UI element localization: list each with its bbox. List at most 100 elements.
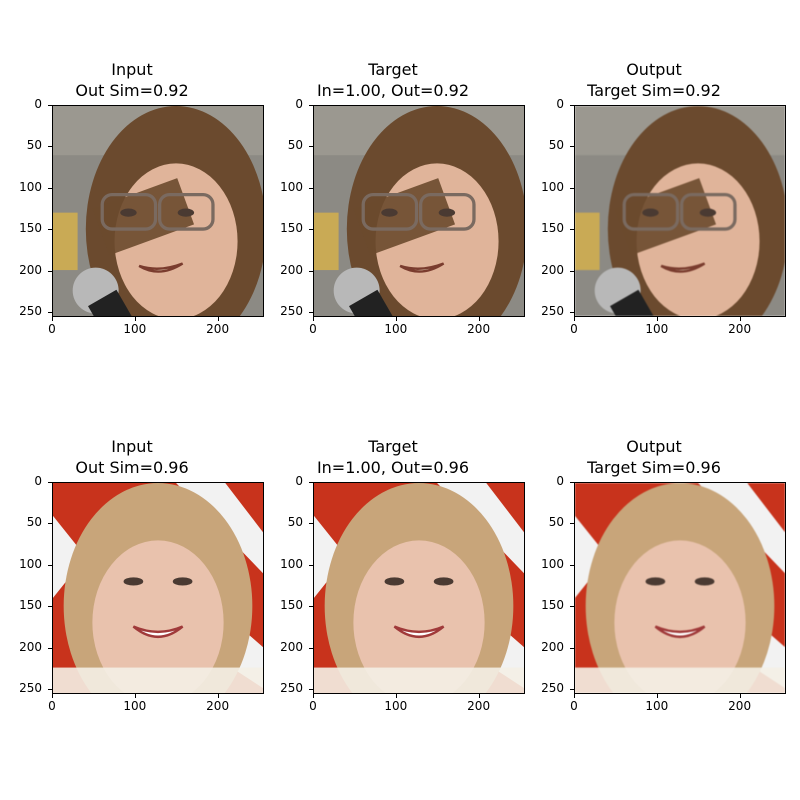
x-tick-label: 200 — [206, 699, 230, 713]
y-tick-label: 200 — [19, 639, 42, 654]
y-tick-mark — [570, 187, 574, 189]
panel-title: Input — [111, 60, 153, 79]
y-tick-label: 50 — [548, 515, 564, 530]
y-tick-mark — [570, 270, 574, 272]
x-tick-label: 0 — [309, 699, 317, 713]
face-image — [575, 483, 785, 693]
x-tick-mark — [478, 317, 480, 321]
x-tick-label: 100 — [384, 322, 408, 336]
x-tick-mark — [217, 317, 219, 321]
y-tick-mark — [309, 523, 313, 525]
y-tick-label: 150 — [541, 221, 564, 236]
y-tick-label: 50 — [287, 515, 303, 530]
y-tick-label: 0 — [556, 474, 564, 488]
y-tick-label: 0 — [556, 97, 564, 111]
x-tick-mark — [52, 694, 53, 698]
y-tick-label: 250 — [19, 304, 42, 319]
panel-title: Output — [626, 437, 682, 456]
y-tick-mark — [309, 647, 313, 649]
y-tick-mark — [309, 564, 313, 566]
y-tick-mark — [48, 146, 52, 148]
y-tick-label: 50 — [26, 515, 42, 530]
y-tick-label: 50 — [548, 138, 564, 153]
y-tick-mark — [48, 482, 52, 483]
y-tick-label: 100 — [280, 179, 303, 194]
y-tick-mark — [309, 606, 313, 608]
image-panel: Output Target Sim=0.92 0 50 100 150 200 250 0 100… — [524, 60, 786, 340]
y-tick-mark — [570, 312, 574, 314]
y-tick-label: 100 — [19, 556, 42, 571]
x-tick-mark — [574, 317, 575, 321]
image-axes — [52, 482, 264, 694]
x-tick-label: 0 — [48, 322, 56, 336]
y-tick-mark — [48, 606, 52, 608]
y-tick-mark — [309, 229, 313, 231]
y-tick-mark — [309, 312, 313, 314]
x-tick-label: 200 — [467, 322, 491, 336]
y-tick-label: 100 — [19, 179, 42, 194]
x-tick-label: 100 — [645, 699, 669, 713]
x-tick-mark — [134, 317, 136, 321]
x-tick-mark — [656, 317, 658, 321]
y-tick-mark — [48, 312, 52, 314]
y-tick-mark — [309, 146, 313, 148]
x-tick-mark — [395, 694, 397, 698]
y-tick-mark — [48, 270, 52, 272]
x-tick-mark — [217, 694, 219, 698]
x-tick-label: 100 — [123, 699, 147, 713]
panel-title: Target — [368, 437, 418, 456]
y-tick-mark — [570, 105, 574, 106]
y-tick-label: 250 — [541, 304, 564, 319]
y-tick-label: 200 — [280, 262, 303, 277]
y-tick-mark — [570, 689, 574, 691]
y-tick-label: 250 — [280, 304, 303, 319]
y-tick-label: 50 — [287, 138, 303, 153]
image-panel: Input Out Sim=0.96 0 50 100 150 200 250 0 100 200 — [2, 437, 264, 717]
x-tick-mark — [656, 694, 658, 698]
face-image — [53, 106, 263, 316]
x-tick-mark — [313, 694, 314, 698]
y-tick-mark — [48, 229, 52, 231]
face-image — [314, 483, 524, 693]
x-tick-label: 0 — [570, 322, 578, 336]
image-panel: Input Out Sim=0.92 0 50 100 150 200 250 0 100 200 — [2, 60, 264, 340]
panel-subtitle: In=1.00, Out=0.96 — [316, 458, 470, 477]
face-image — [575, 106, 785, 316]
y-tick-label: 100 — [280, 556, 303, 571]
y-tick-label: 150 — [280, 598, 303, 613]
x-tick-mark — [739, 317, 741, 321]
y-tick-label: 200 — [541, 262, 564, 277]
x-tick-label: 0 — [309, 322, 317, 336]
y-tick-label: 50 — [26, 138, 42, 153]
image-axes — [574, 105, 786, 317]
x-tick-mark — [52, 317, 53, 321]
y-tick-mark — [570, 606, 574, 608]
y-tick-label: 150 — [280, 221, 303, 236]
y-tick-label: 150 — [541, 598, 564, 613]
panel-subtitle: Target Sim=0.96 — [587, 458, 721, 477]
image-panel: Target In=1.00, Out=0.92 0 50 100 150 200 250 0 1… — [263, 60, 525, 340]
panel-subtitle: Target Sim=0.92 — [587, 81, 721, 100]
y-tick-mark — [309, 689, 313, 691]
x-tick-label: 200 — [728, 699, 752, 713]
y-tick-label: 100 — [541, 556, 564, 571]
face-image — [53, 483, 263, 693]
x-tick-label: 100 — [123, 322, 147, 336]
image-axes — [52, 105, 264, 317]
panel-title: Target — [368, 60, 418, 79]
y-tick-mark — [309, 105, 313, 106]
panel-title: Output — [626, 60, 682, 79]
y-tick-label: 250 — [19, 681, 42, 696]
y-tick-label: 200 — [541, 639, 564, 654]
y-tick-mark — [48, 647, 52, 649]
image-panel: Target In=1.00, Out=0.96 0 50 100 150 200 250 0 1… — [263, 437, 525, 717]
x-tick-label: 0 — [570, 699, 578, 713]
y-tick-mark — [48, 564, 52, 566]
x-tick-label: 0 — [48, 699, 56, 713]
x-tick-label: 200 — [728, 322, 752, 336]
image-axes — [313, 482, 525, 694]
image-panel: Output Target Sim=0.96 0 50 100 150 200 250 0 100… — [524, 437, 786, 717]
y-tick-label: 0 — [34, 474, 42, 488]
x-tick-label: 100 — [645, 322, 669, 336]
x-tick-mark — [313, 317, 314, 321]
